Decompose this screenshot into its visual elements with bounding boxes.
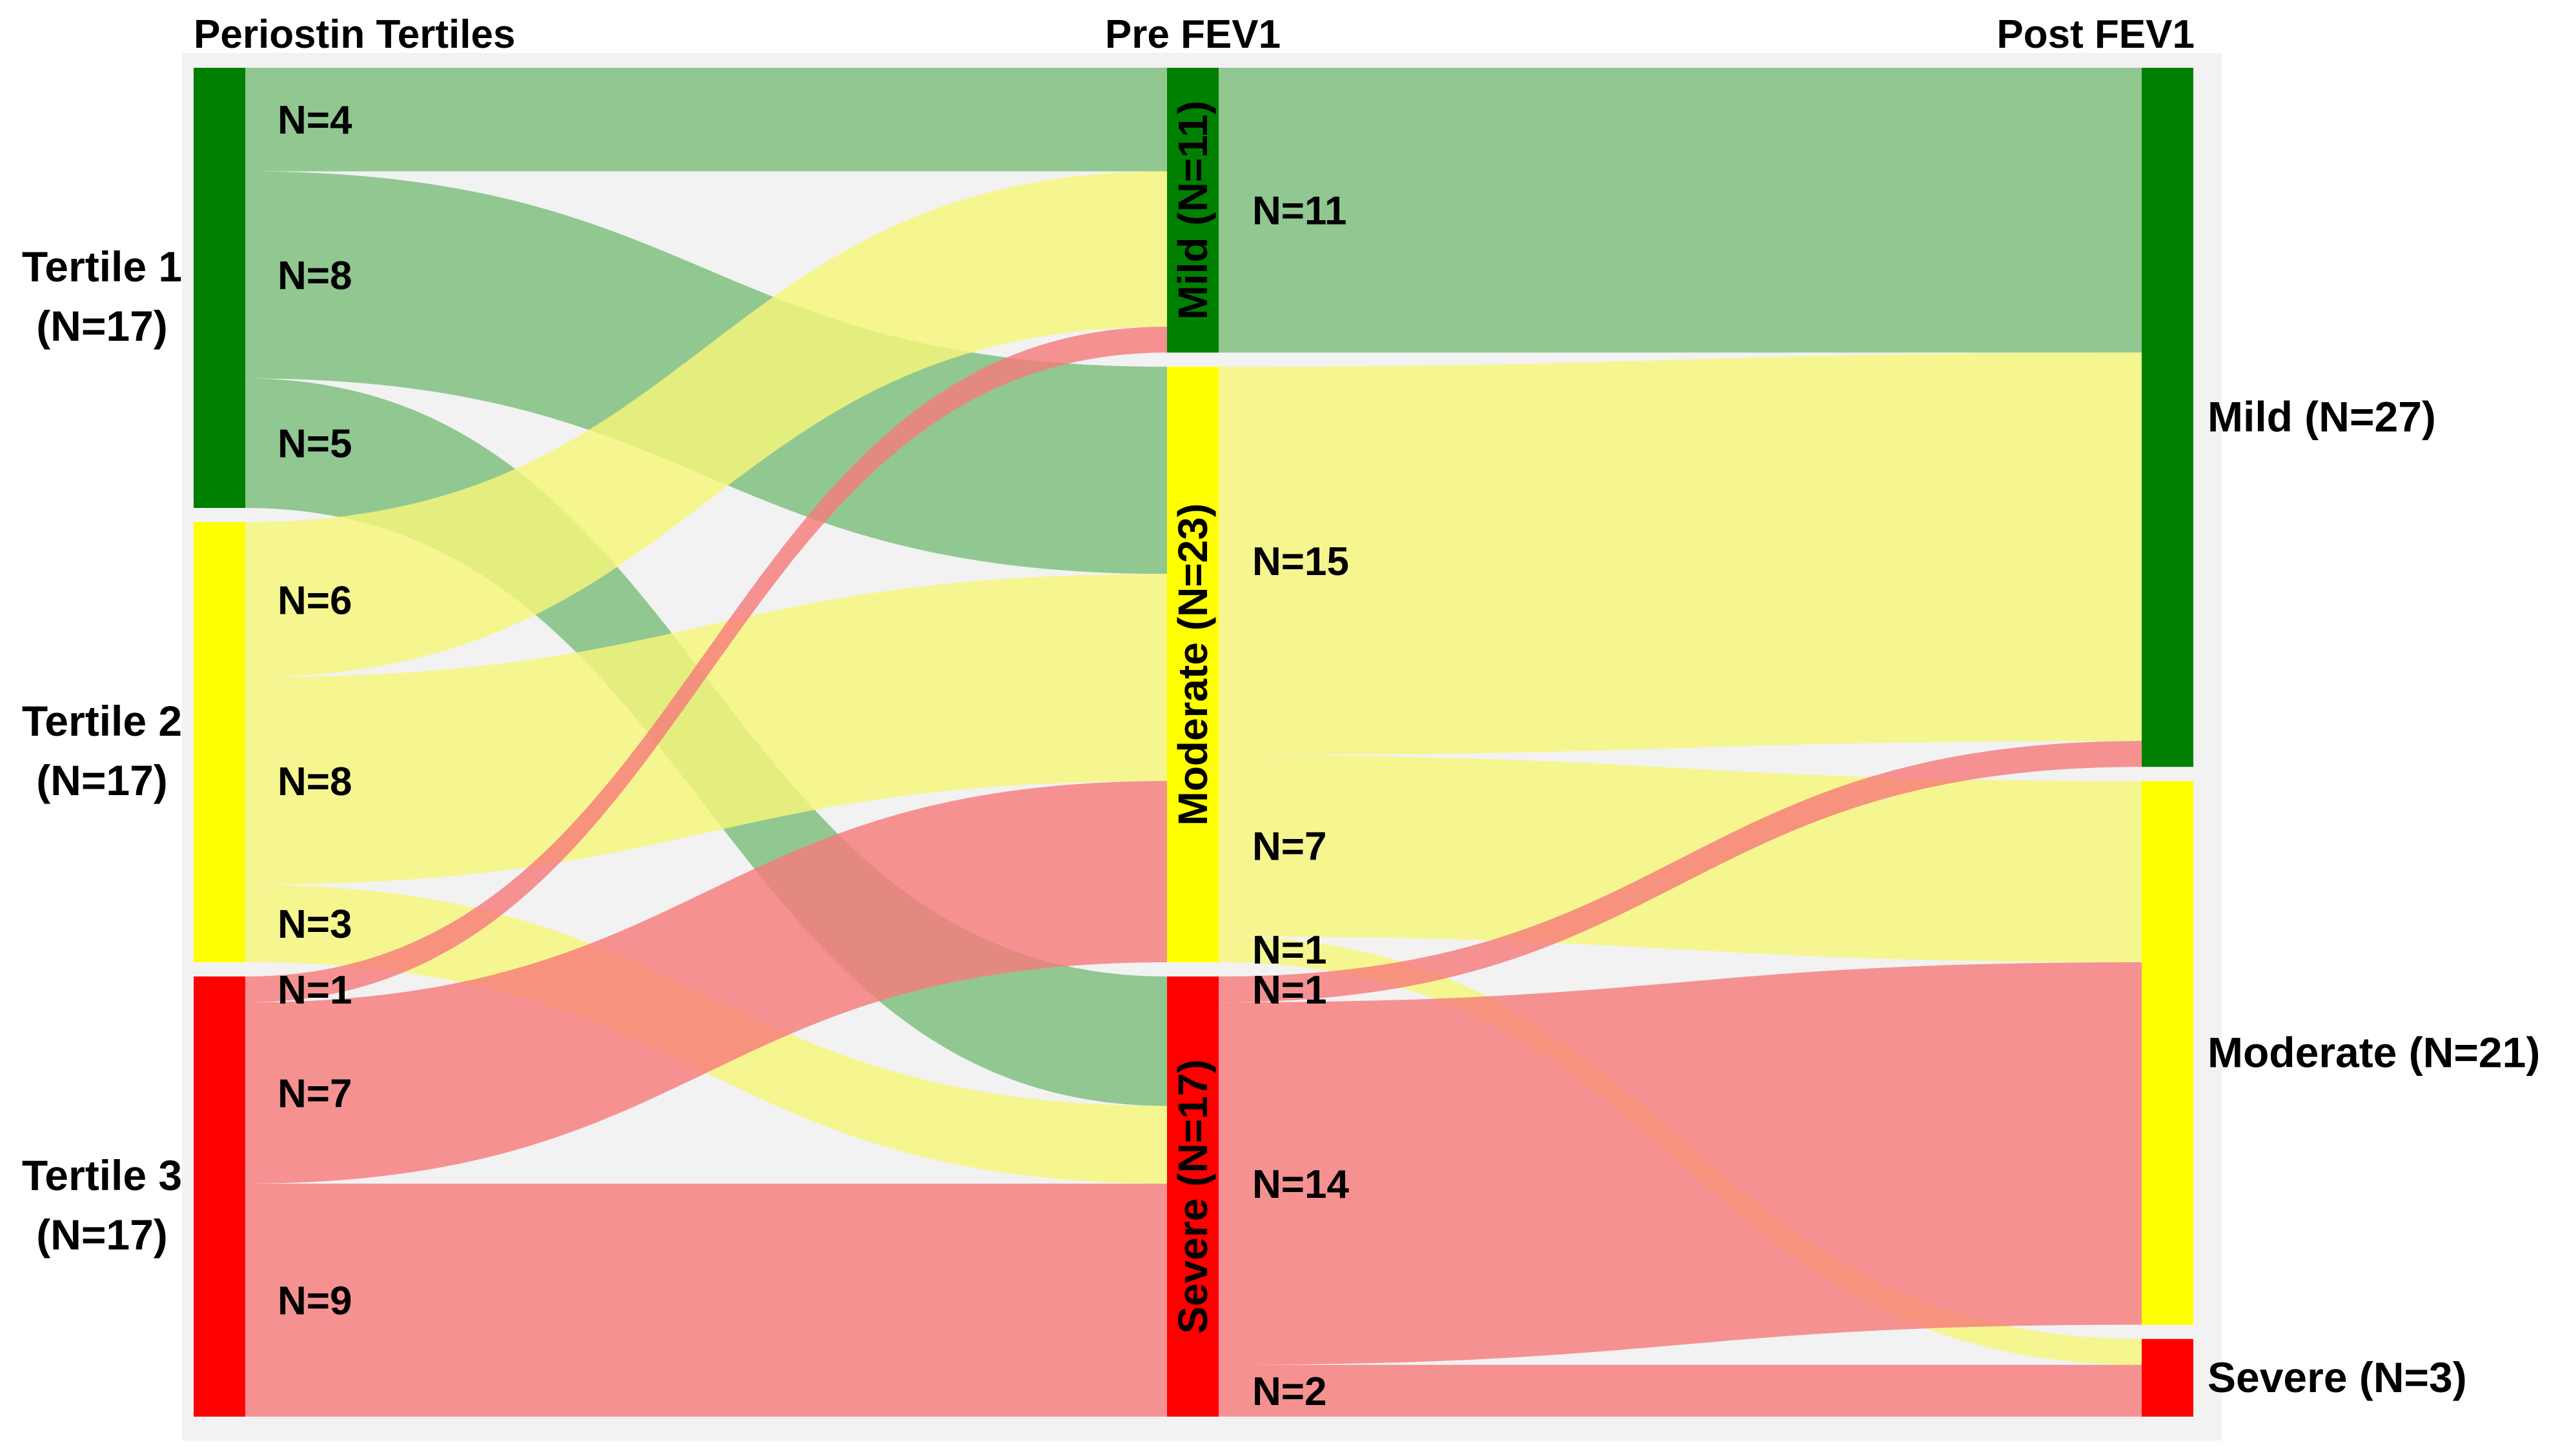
- node-t1: [194, 68, 245, 508]
- node-label-pre_mod: Moderate (N=23): [1170, 503, 1216, 826]
- node-label-post_mild: Mild (N=27): [2208, 393, 2436, 441]
- node-post_mod: [2142, 781, 2193, 1325]
- flow-label-pre_mild-to-post_mild: N=11: [1252, 189, 1347, 234]
- labels-layer: N=4 N=8 N=5 N=6 N=8 N=3 N=1 N=7 N=9 N=11 N=15 N=7 N=…: [22, 98, 2540, 1414]
- node-label-t3-line1: Tertile 3: [22, 1151, 182, 1199]
- nodes-layer: [194, 68, 2193, 1417]
- node-post_sev: [2142, 1339, 2193, 1417]
- header-right: Post FEV1: [1996, 12, 2195, 57]
- flow-t2-to-pre_mild: [245, 171, 1167, 678]
- flow-label-t2-to-pre_mild: N=6: [278, 578, 352, 623]
- flow-label-t1-to-pre_sev: N=5: [278, 422, 352, 467]
- node-post_mild: [2142, 68, 2193, 767]
- flow-pre_sev-to-post_mild: [1219, 741, 2142, 1003]
- flow-label-t2-to-pre_sev: N=3: [278, 902, 352, 947]
- flow-t1-to-pre_mild: [245, 68, 1167, 172]
- node-label-t2-line1: Tertile 2: [22, 697, 182, 745]
- node-pre_sev: [1167, 976, 1219, 1417]
- flow-label-t1-to-pre_mild: N=4: [278, 98, 352, 143]
- node-label-t3-line2: (N=17): [36, 1211, 168, 1259]
- flow-pre_mod-to-post_mild: [1219, 352, 2142, 756]
- flow-label-pre_sev-to-post_sev: N=2: [1252, 1370, 1326, 1414]
- node-pre_mild: [1167, 68, 1219, 353]
- node-t3: [194, 976, 245, 1417]
- header-middle: Pre FEV1: [1105, 12, 1281, 57]
- flow-label-t3-to-pre_sev: N=9: [278, 1279, 352, 1323]
- flow-t3-to-pre_mild: [245, 327, 1167, 1003]
- node-label-t2-line2: (N=17): [36, 756, 168, 804]
- flow-t2-to-pre_mod: [245, 574, 1167, 885]
- flow-label-pre_sev-to-post_mod: N=14: [1252, 1162, 1349, 1207]
- flow-label-pre_mod-to-post_sev: N=1: [1252, 928, 1326, 973]
- flow-label-pre_mod-to-post_mild: N=15: [1252, 540, 1349, 584]
- node-label-pre_sev: Severe (N=17): [1170, 1059, 1216, 1333]
- flow-t3-to-pre_sev: [245, 1183, 1167, 1417]
- flow-label-t3-to-pre_mod: N=7: [278, 1072, 352, 1117]
- node-t2: [194, 522, 245, 962]
- node-label-post_mod: Moderate (N=21): [2208, 1028, 2540, 1076]
- flow-label-t1-to-pre_mod: N=8: [278, 254, 352, 298]
- flow-pre_sev-to-post_sev: [1219, 1364, 2142, 1417]
- node-label-post_sev: Severe (N=3): [2208, 1353, 2467, 1401]
- links-layer: [245, 68, 2142, 1417]
- flow-label-pre_mod-to-post_mod: N=7: [1252, 824, 1326, 869]
- flow-label-t3-to-pre_mild: N=1: [278, 968, 352, 1013]
- node-label-t1-line2: (N=17): [36, 302, 168, 350]
- flow-pre_sev-to-post_mod: [1219, 962, 2142, 1365]
- flow-label-pre_sev-to-post_mild: N=1: [1252, 968, 1326, 1013]
- flow-t3-to-pre_mod: [245, 781, 1167, 1184]
- node-label-t1-line1: Tertile 1: [22, 243, 182, 290]
- header-left: Periostin Tertiles: [194, 12, 515, 57]
- node-pre_mod: [1167, 367, 1219, 962]
- flow-label-t2-to-pre_mod: N=8: [278, 760, 352, 804]
- flow-pre_mild-to-post_mild: [1219, 68, 2142, 353]
- node-label-pre_mild: Mild (N=11): [1170, 101, 1216, 320]
